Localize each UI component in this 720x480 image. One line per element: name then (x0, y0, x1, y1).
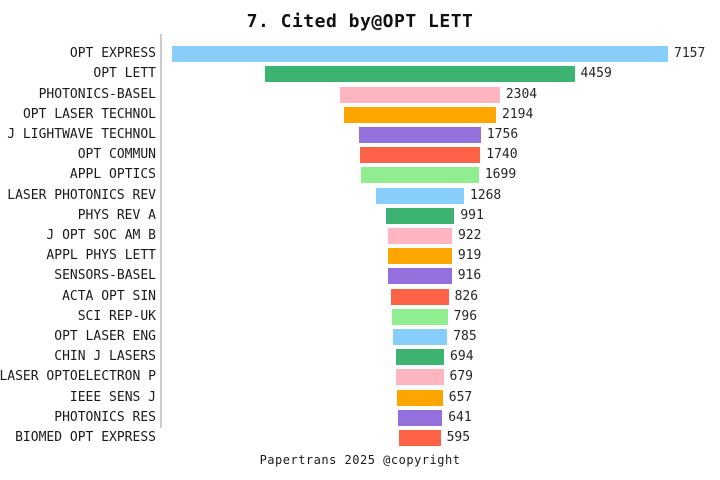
category-label: OPT COMMUN (77, 147, 156, 162)
value-label: 1699 (484, 167, 517, 182)
value-label: 919 (457, 248, 482, 263)
bar (388, 228, 452, 244)
value-label: 7157 (674, 46, 706, 61)
value-label: 1740 (486, 147, 518, 162)
bar (397, 409, 443, 426)
value-label: 679 (449, 369, 473, 384)
chart-title: 7. Cited by@OPT LETT (246, 11, 474, 32)
value-label: 2194 (502, 106, 534, 122)
bar (385, 207, 455, 224)
bar (340, 86, 500, 103)
copyright-note: Papertrans 2025 @copyright (259, 453, 461, 467)
category-label: IEEE SENS J (69, 389, 156, 405)
bar (343, 106, 497, 123)
category-label: PHOTONICS RES (54, 409, 156, 425)
category-label: BIOMED OPT EXPRESS (15, 430, 156, 445)
value-label: 4459 (580, 66, 612, 81)
bar (392, 308, 448, 325)
category-label: SCI REP-UK (77, 308, 156, 324)
category-label: J LIGHTWAVE TECHNOL (7, 127, 156, 142)
value-label: 657 (448, 389, 473, 405)
category-label: PHOTONICS-BASEL (38, 86, 156, 102)
value-label: 1268 (469, 187, 502, 203)
bar (359, 127, 481, 143)
category-label: LASER PHOTONICS REV (7, 187, 156, 203)
bar (391, 288, 449, 305)
bar (376, 187, 464, 204)
value-label: 916 (457, 268, 482, 283)
bar (361, 167, 479, 183)
category-label: OPT LETT (93, 66, 156, 81)
category-label: OPT LASER TECHNOL (22, 106, 156, 122)
bar (397, 389, 443, 406)
y-axis-line (160, 34, 162, 428)
bar (399, 430, 441, 446)
bar (388, 248, 452, 264)
category-label: LASER OPTOELECTRON P (0, 369, 156, 384)
bar (359, 147, 481, 163)
bar (392, 329, 448, 345)
bar (388, 268, 452, 284)
value-label: 826 (454, 288, 479, 304)
category-label: SENSORS-BASEL (54, 268, 156, 283)
value-label: 595 (446, 430, 471, 445)
category-label: J OPT SOC AM B (46, 228, 156, 243)
value-label: 641 (448, 409, 472, 425)
bar (396, 369, 444, 385)
value-label: 991 (460, 207, 484, 223)
category-label: ACTA OPT SIN (62, 288, 156, 304)
category-label: PHYS REV A (77, 207, 156, 223)
value-label: 922 (457, 228, 482, 243)
value-label: 2304 (505, 86, 538, 102)
bar (265, 66, 575, 82)
value-label: 796 (453, 308, 478, 324)
value-label: 785 (453, 329, 477, 344)
bar (172, 46, 668, 62)
value-label: 1756 (486, 127, 519, 142)
category-label: CHIN J LASERS (54, 349, 156, 364)
bar (395, 349, 445, 365)
category-label: APPL PHYS LETT (46, 248, 156, 263)
category-label: OPT EXPRESS (69, 46, 156, 61)
category-label: OPT LASER ENG (54, 329, 156, 344)
value-label: 694 (450, 349, 474, 364)
category-label: APPL OPTICS (69, 167, 156, 182)
